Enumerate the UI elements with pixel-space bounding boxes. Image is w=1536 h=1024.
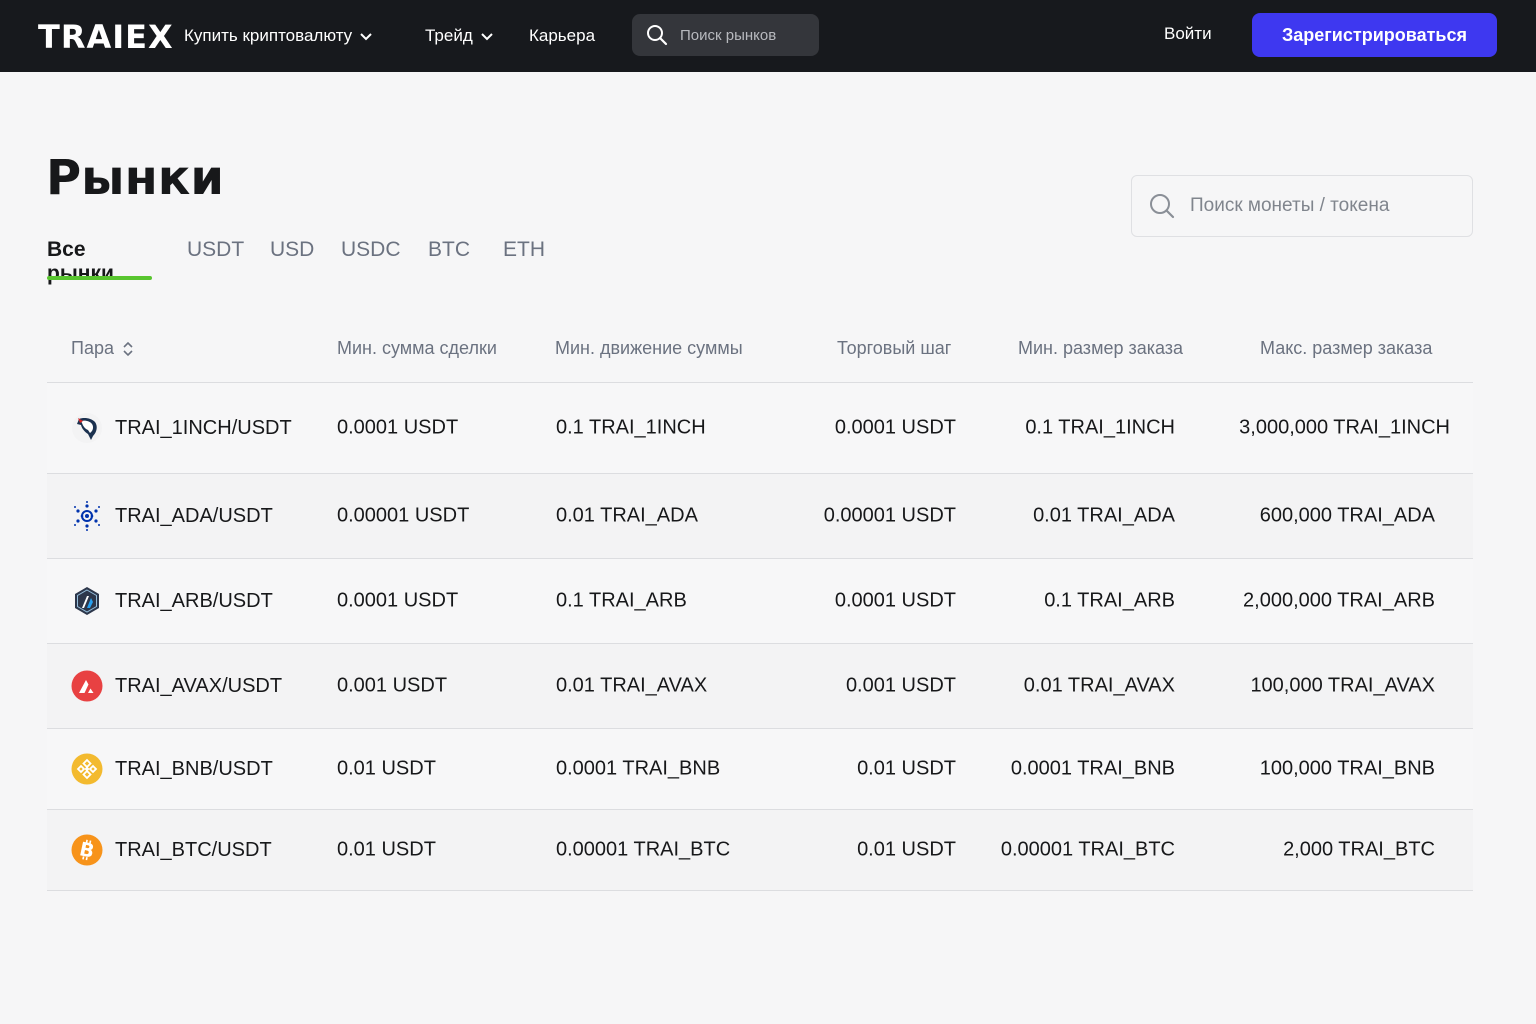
tab-usd[interactable]: USD [270,238,315,261]
min-order-cell: 0.0001 TRAI_BNB [1010,757,1175,780]
min-order-cell: 0.01 TRAI_AVAX [1023,674,1175,697]
tab-usdc[interactable]: USDC [341,238,401,261]
pair-cell: B TRAI_BTC/USDT [71,834,272,866]
min-amount-cell: 0.01 USDT [337,757,436,780]
tick-cell: 0.001 USDT [845,674,956,697]
nav-trade-menu[interactable]: Трейд [425,24,495,48]
active-tab-indicator [47,276,152,280]
search-icon [1150,194,1175,219]
max-order-cell: 2,000 TRAI_BTC [1283,838,1435,861]
min-move-cell: 0.0001 TRAI_BNB [556,757,721,780]
search-icon [647,25,668,46]
pair-name: TRAI_AVAX/USDT [115,674,283,697]
pair-cell: TRAI_ARB/USDT [71,585,273,617]
min-amount-cell: 0.01 USDT [337,838,436,861]
sort-icon [123,341,133,356]
min-order-cell: 0.00001 TRAI_BTC [1000,838,1175,861]
tick-cell: 0.0001 USDT [834,416,956,439]
min-amount-cell: 0.001 USDT [337,674,448,697]
table-row[interactable]: TRAI_1INCH/USDT 0.0001 USDT 0.1 TRAI_1IN… [47,383,1473,474]
tick-cell: 0.01 USDT [857,838,956,861]
nav-buy-crypto-label: Купить криптовалюту [184,26,353,45]
max-order-cell: 3,000,000 TRAI_1INCH [1239,416,1450,439]
arbitrum-icon [75,587,99,615]
table-row[interactable]: TRAI_ARB/USDT 0.0001 USDT 0.1 TRAI_ARB 0… [47,559,1473,644]
sort-by-pair-header[interactable]: Пара [71,338,134,359]
market-search-box[interactable] [632,14,819,56]
top-navigation-bar: TRAIEX Купить криптовалюту Трейд Карьера… [0,0,1536,72]
header-max-order: Макс. размер заказа [1260,338,1433,358]
tab-usdt[interactable]: USDT [187,238,245,261]
nav-career-link[interactable]: Карьера [529,24,595,48]
max-order-cell: 100,000 TRAI_BNB [1259,757,1435,780]
pair-name: TRAI_BNB/USDT [115,757,273,780]
signup-button[interactable]: Зарегистрироваться [1252,13,1497,57]
min-order-cell: 0.1 TRAI_ARB [1044,589,1175,612]
table-row[interactable]: TRAI_ADA/USDT 0.00001 USDT 0.01 TRAI_ADA… [47,474,1473,559]
coin-search-box[interactable] [1131,175,1473,237]
cardano-icon [74,501,100,531]
min-amount-cell: 0.0001 USDT [337,416,459,439]
min-move-cell: 0.00001 TRAI_BTC [556,838,731,861]
coin-search-input[interactable] [1190,195,1460,217]
pair-cell: TRAI_AVAX/USDT [71,670,282,702]
tick-cell: 0.01 USDT [857,757,956,780]
pair-cell: TRAI_1INCH/USDT [71,412,292,444]
bnb-icon [71,753,103,785]
nav-trade-label: Трейд [425,26,473,45]
min-move-cell: 0.01 TRAI_ADA [556,504,698,527]
pair-cell: TRAI_ADA/USDT [71,500,273,532]
min-amount-cell: 0.00001 USDT [337,504,470,527]
chevron-down-icon [481,33,493,41]
pair-cell: TRAI_BNB/USDT [71,753,273,785]
tab-eth[interactable]: ETH [503,238,545,261]
tab-btc[interactable]: BTC [428,238,470,261]
pair-name: TRAI_1INCH/USDT [115,416,292,439]
header-min-order: Мин. размер заказа [1018,338,1184,358]
tick-cell: 0.0001 USDT [834,589,956,612]
tick-cell: 0.00001 USDT [823,504,956,527]
min-move-cell: 0.1 TRAI_1INCH [556,416,706,439]
min-move-cell: 0.01 TRAI_AVAX [556,674,708,697]
1inch-icon [72,413,102,443]
logo[interactable]: TRAIEX [38,18,174,56]
max-order-cell: 2,000,000 TRAI_ARB [1243,589,1435,612]
login-link[interactable]: Войти [1164,24,1212,43]
header-pair: Пара [71,338,114,358]
page-title: Рынки [46,150,224,206]
header-min-amount: Мин. сумма сделки [337,338,497,358]
header-min-move: Мин. движение суммы [555,338,743,358]
pair-name: TRAI_ADA/USDT [115,504,273,527]
min-amount-cell: 0.0001 USDT [337,589,459,612]
avalanche-icon [71,670,103,702]
table-row[interactable]: TRAI_BNB/USDT 0.01 USDT 0.0001 TRAI_BNB … [47,729,1473,810]
market-search-input[interactable] [680,26,810,44]
svg-text:B: B [78,838,97,863]
pair-name: TRAI_ARB/USDT [115,589,273,612]
header-tick: Торговый шаг [837,338,952,358]
max-order-cell: 600,000 TRAI_ADA [1259,504,1435,527]
min-order-cell: 0.01 TRAI_ADA [1033,504,1175,527]
markets-table: Пара Мин. сумма сделки Мин. движение сум… [47,310,1473,891]
bitcoin-icon: B [71,834,103,866]
min-move-cell: 0.1 TRAI_ARB [556,589,687,612]
min-order-cell: 0.1 TRAI_1INCH [1025,416,1175,439]
nav-career-label: Карьера [529,26,596,45]
chevron-down-icon [360,33,372,41]
pair-name: TRAI_BTC/USDT [115,838,272,861]
nav-buy-crypto-menu[interactable]: Купить криптовалюту [184,24,374,48]
max-order-cell: 100,000 TRAI_AVAX [1250,674,1435,697]
table-row[interactable]: B TRAI_BTC/USDT 0.01 USDT 0.00001 TRAI_B… [47,810,1473,891]
table-row[interactable]: TRAI_AVAX/USDT 0.001 USDT 0.01 TRAI_AVAX… [47,644,1473,729]
table-header: Пара Мин. сумма сделки Мин. движение сум… [47,310,1473,383]
